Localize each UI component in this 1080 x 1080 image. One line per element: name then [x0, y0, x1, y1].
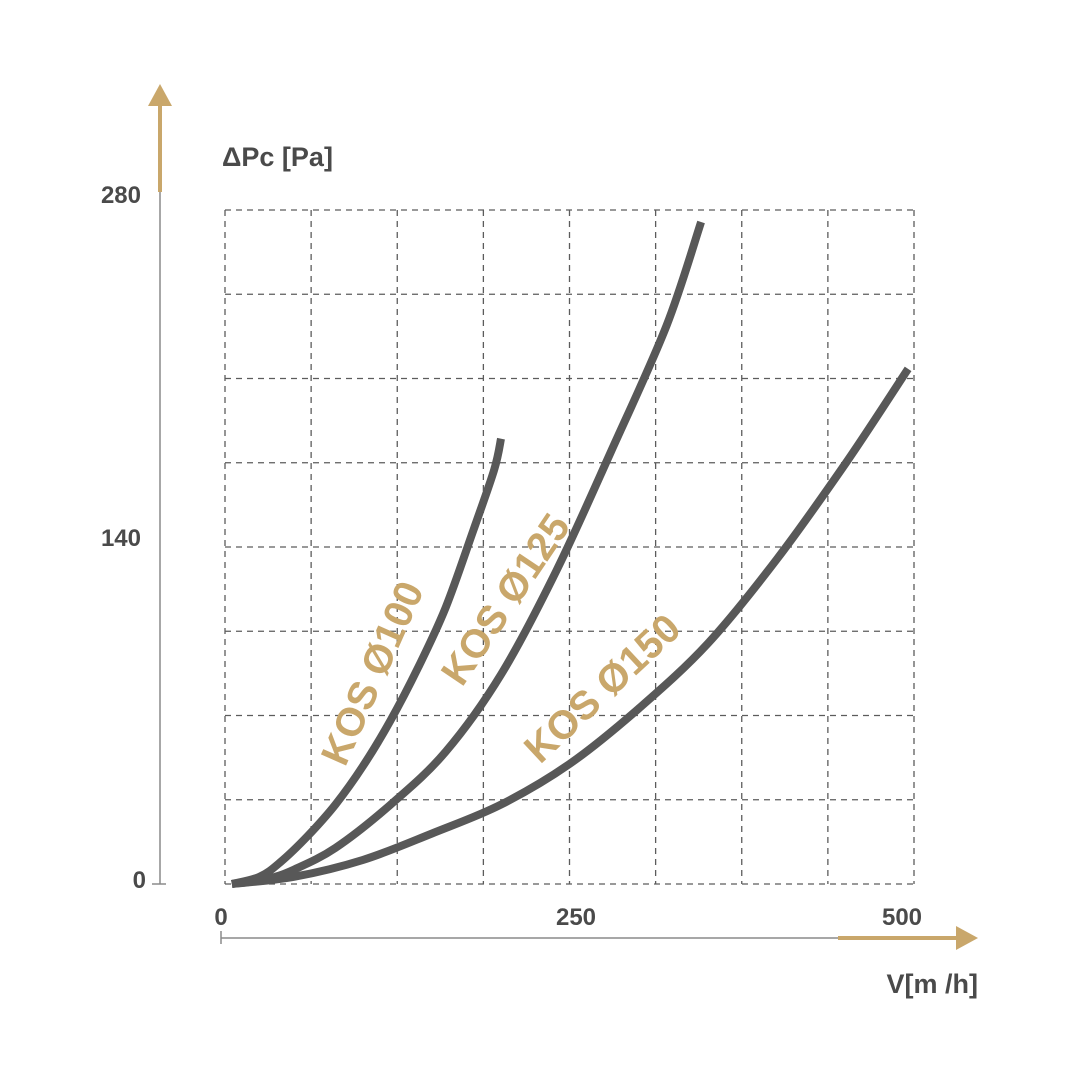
y-tick-label-140: 140 — [101, 525, 141, 552]
series-line-kos-125 — [231, 220, 705, 888]
x-axis-title: V[m /h] — [887, 969, 979, 999]
x-tick-label-250: 250 — [556, 904, 596, 931]
y-tick-label-0: 0 — [133, 867, 146, 894]
grid — [224, 209, 915, 885]
y-axis-title: ΔPc [Pa] — [222, 142, 333, 172]
x-tick-label-500: 500 — [882, 904, 922, 931]
x-tick-label-0: 0 — [214, 904, 227, 931]
y-tick-label-280: 280 — [101, 182, 141, 209]
series-line-kos-150 — [231, 366, 912, 888]
series-line-kos-100 — [230, 437, 505, 888]
x-axis-arrow-icon — [956, 926, 978, 950]
y-axis-arrow-icon — [148, 84, 172, 106]
